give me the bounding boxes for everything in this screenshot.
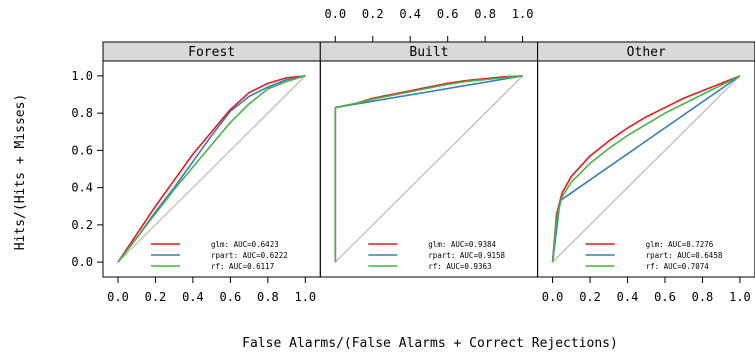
plot-layer: Forest glm: AUC=0.6423 rpart: AUC=0.6222 rf… [71, 7, 755, 304]
panel-title: Forest [188, 45, 235, 60]
roc-line-glm [551, 75, 741, 263]
y-tick-label: 0.6 [71, 143, 93, 157]
x-tick-label: 0.0 [324, 7, 346, 21]
x-tick-label: 0.0 [542, 290, 564, 304]
y-tick-label: 0.8 [71, 106, 93, 120]
roc-line-glm [117, 75, 306, 263]
x-tick-label: 0.6 [437, 7, 459, 21]
panel-title: Other [627, 45, 666, 60]
y-axis-label: Hits/(Hits + Misses) [13, 94, 28, 251]
x-tick-label: 0.8 [692, 290, 714, 304]
y-tick-label: 0.0 [71, 255, 93, 269]
legend-entry-rf: rf: AUC=0.6117 [211, 262, 274, 271]
x-tick-label: 1.0 [729, 290, 751, 304]
x-tick-label: 0.2 [362, 7, 384, 21]
roc-line-rf [334, 75, 523, 263]
x-tick-label: 0.2 [145, 290, 167, 304]
legend-entry-glm: glm: AUC=0.7276 [646, 240, 714, 249]
legend-entry-rpart: rpart: AUC=0.9158 [428, 251, 505, 260]
legend-entry-glm: glm: AUC=0.9384 [428, 240, 496, 249]
x-tick-label: 1.0 [294, 290, 316, 304]
diagonal-reference-line [552, 75, 741, 263]
legend-entry-rpart: rpart: AUC=0.6222 [211, 251, 288, 260]
diagonal-reference-line [334, 75, 524, 263]
roc-line-rf [551, 75, 741, 263]
x-tick-label: 0.0 [107, 290, 129, 304]
x-tick-label: 0.2 [579, 290, 601, 304]
x-tick-label: 0.8 [257, 290, 279, 304]
x-tick-label: 1.0 [512, 7, 534, 21]
x-tick-label: 0.4 [399, 7, 421, 21]
x-tick-label: 0.6 [220, 290, 242, 304]
legend-entry-glm: glm: AUC=0.6423 [211, 240, 279, 249]
y-tick-label: 0.4 [71, 181, 93, 195]
x-tick-label: 0.6 [654, 290, 676, 304]
x-tick-label: 0.4 [617, 290, 639, 304]
diagonal-reference-line [117, 75, 306, 263]
panel-title: Built [409, 45, 448, 60]
y-tick-label: 1.0 [71, 69, 93, 83]
roc-line-rf [117, 75, 306, 263]
x-tick-label: 0.8 [474, 7, 496, 21]
x-axis-label: False Alarms/(False Alarms + Correct Rej… [242, 336, 618, 351]
x-tick-label: 0.4 [182, 290, 204, 304]
y-tick-label: 0.2 [71, 218, 93, 232]
legend-entry-rf: rf: AUC=0.9363 [428, 262, 491, 271]
legend-entry-rf: rf: AUC=0.7074 [646, 262, 710, 271]
legend-entry-rpart: rpart: AUC=0.6458 [646, 251, 723, 260]
